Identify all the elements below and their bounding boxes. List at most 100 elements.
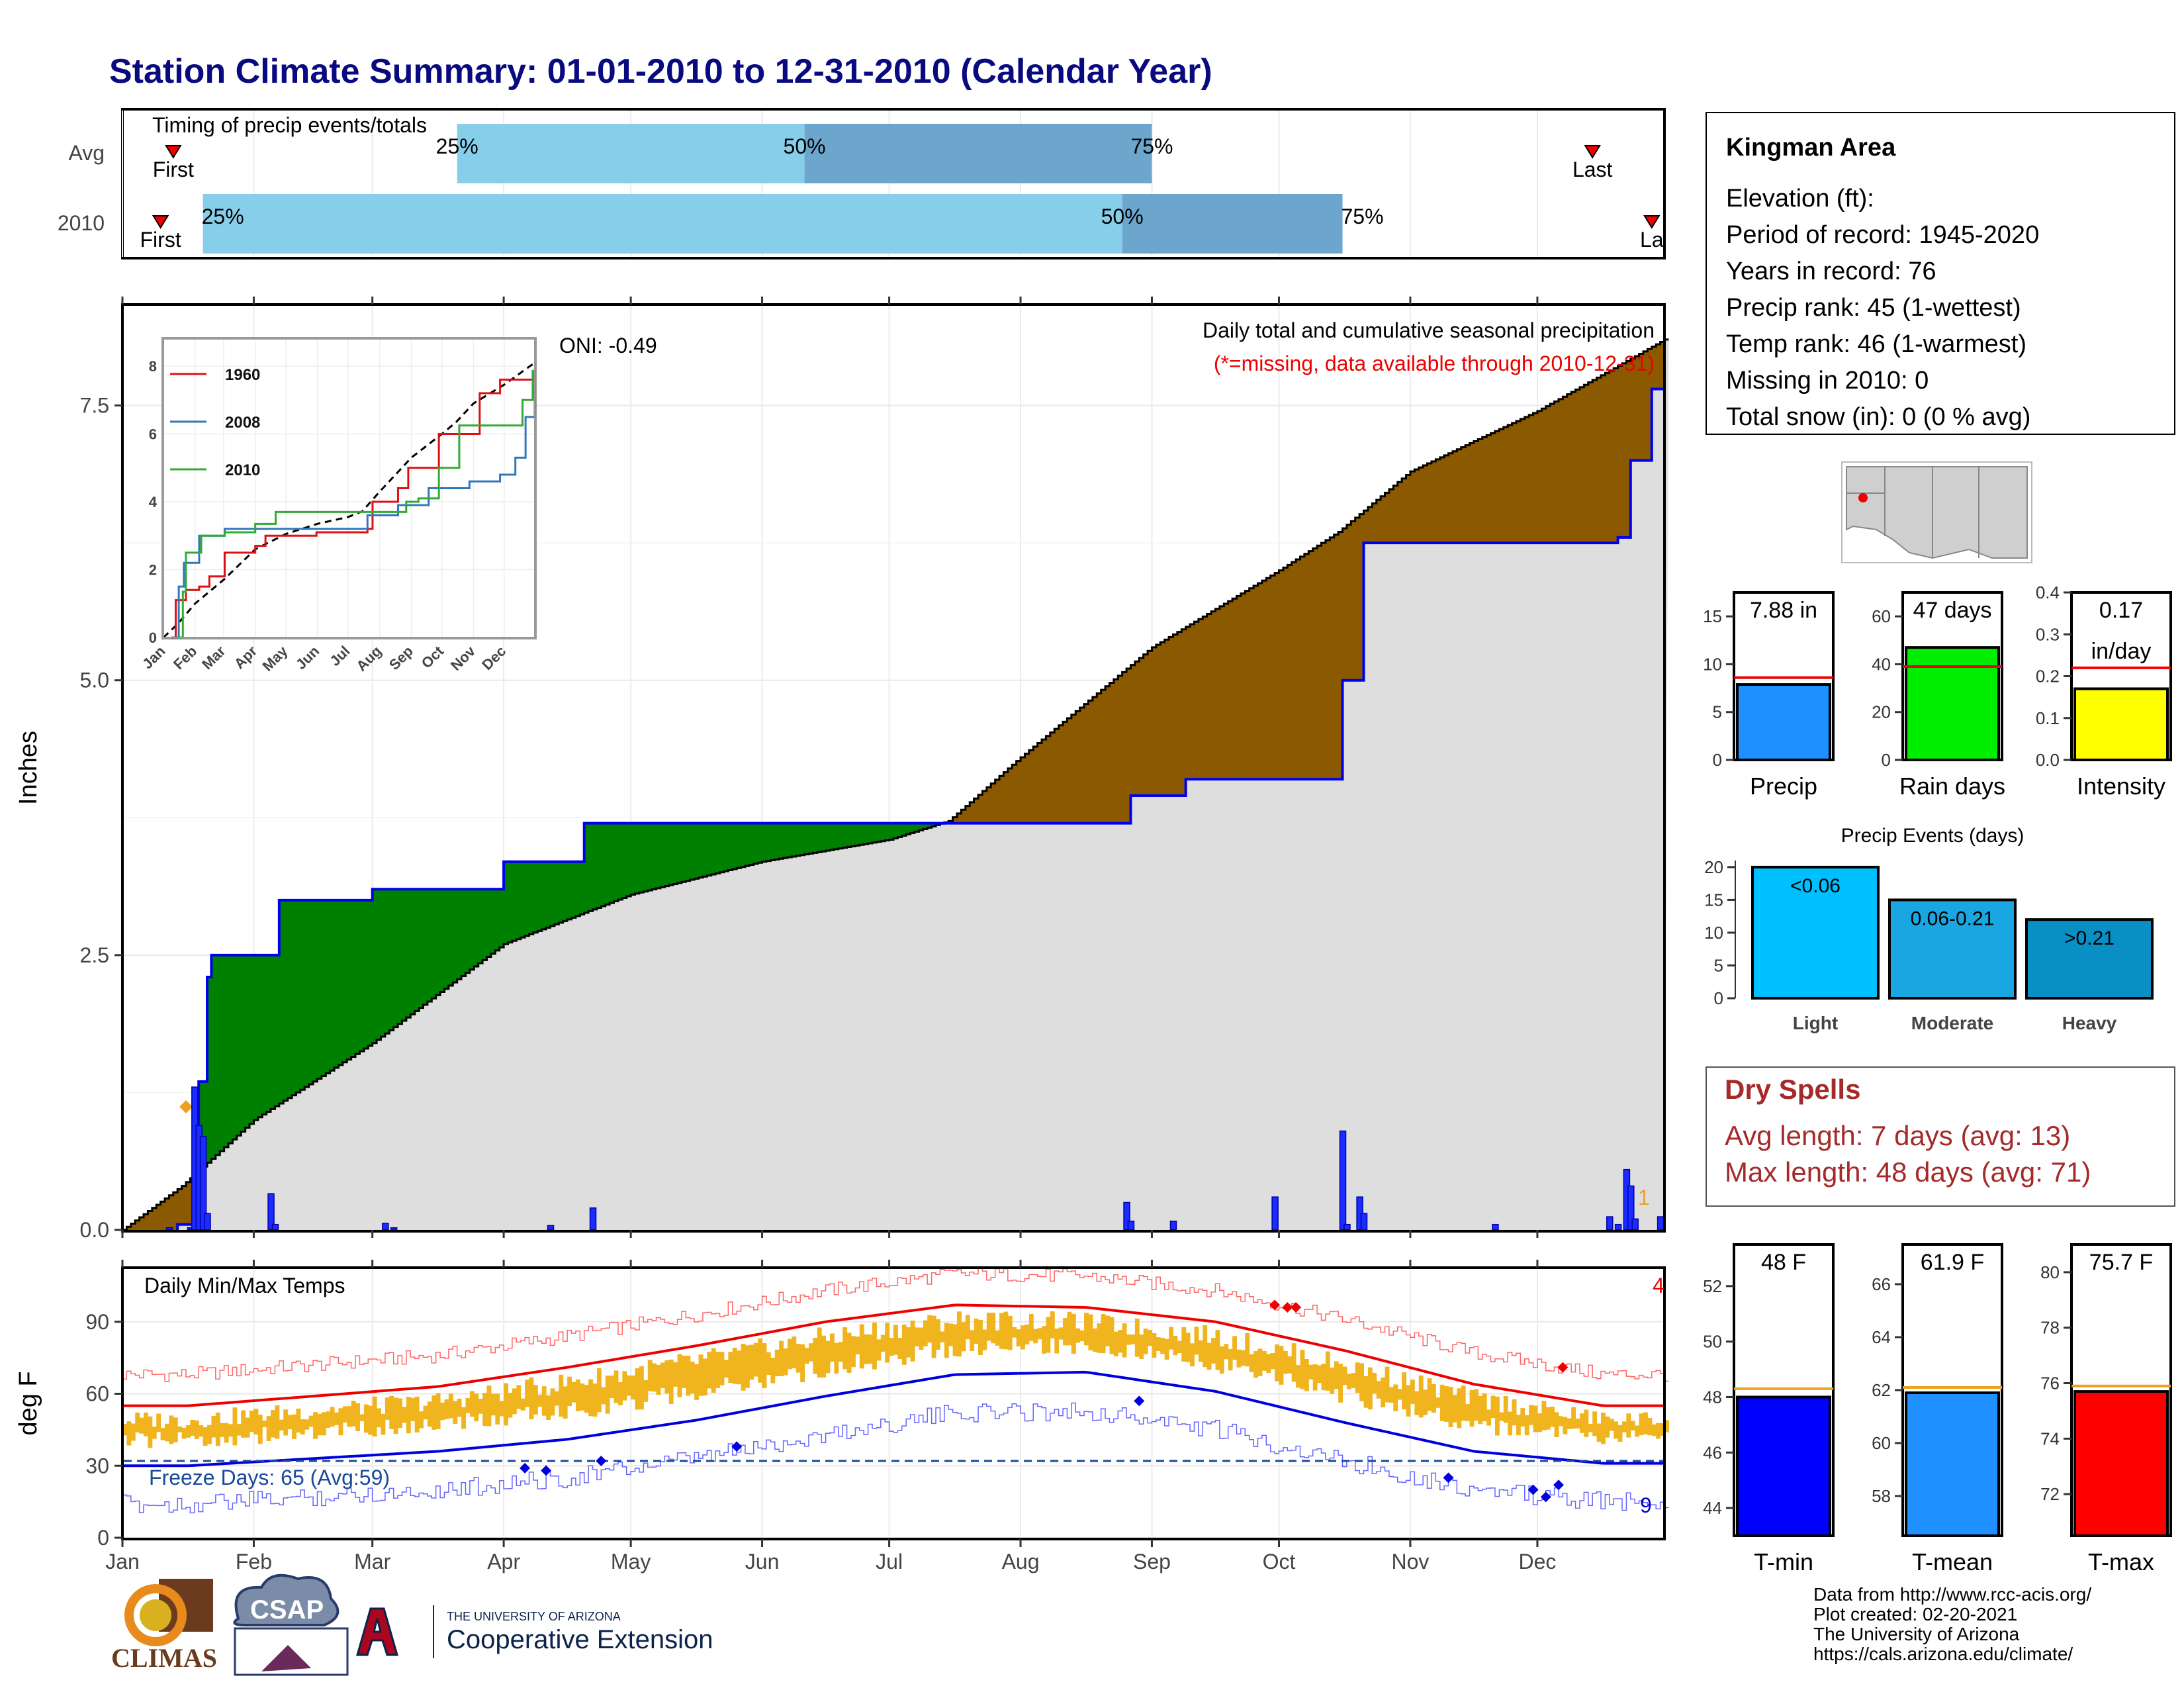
- surplus-area-segment: [834, 823, 839, 849]
- surplus-area-segment: [385, 889, 390, 1034]
- deficit-area-segment: [1088, 700, 1093, 823]
- surplus-area-segment: [698, 823, 704, 878]
- daily-temp-bar: [139, 1417, 144, 1434]
- surplus-area-segment: [271, 955, 276, 1109]
- record-high-marker: [1291, 1302, 1302, 1313]
- daily-temp-bar: [181, 1427, 187, 1439]
- deficit-area-segment: [1236, 596, 1242, 780]
- daily-temp-bar: [266, 1416, 271, 1441]
- deficit-area-segment: [1452, 451, 1457, 543]
- events-category-label: Light: [1793, 1013, 1838, 1033]
- deficit-area-segment: [1529, 414, 1534, 543]
- deficit-area-segment: [991, 783, 996, 823]
- surplus-area-segment: [893, 823, 899, 839]
- daily-temp-bar: [1537, 1413, 1542, 1432]
- deficit-area-segment: [1376, 500, 1381, 543]
- deficit-area-segment: [1308, 551, 1314, 780]
- deficit-area-segment: [1007, 768, 1013, 823]
- deficit-area-segment: [1503, 427, 1508, 543]
- surplus-area-segment: [758, 823, 763, 863]
- daily-temp-bar: [563, 1386, 568, 1419]
- daily-temp-bar: [647, 1360, 653, 1391]
- daily-precip-bar: [1271, 1196, 1279, 1231]
- daily-precip-bar: [547, 1225, 555, 1231]
- record-low-marker: [520, 1462, 531, 1474]
- surplus-area-segment: [741, 823, 746, 867]
- temp-content: [122, 1268, 1669, 1514]
- surplus-area-segment: [610, 823, 615, 903]
- daily-precip-bar: [204, 1213, 211, 1231]
- footer-credits: Data from http://www.rcc-acis.org/ Plot …: [1813, 1584, 2091, 1664]
- daily-temp-bar: [1617, 1425, 1623, 1442]
- daily-temp-bar: [723, 1360, 729, 1378]
- daily-temp-bar: [919, 1327, 924, 1350]
- cumulative-2010-line: [176, 363, 1666, 1230]
- surplus-area-segment: [224, 955, 229, 1147]
- dry-spells-max: Max length: 48 days (avg: 71): [1725, 1156, 2091, 1188]
- inset-y-tick-label: 2: [149, 562, 157, 579]
- daily-temp-bar: [910, 1320, 915, 1362]
- surplus-area-segment: [393, 889, 398, 1027]
- deficit-area-segment: [1270, 575, 1275, 780]
- daily-temp-bar: [1664, 1420, 1669, 1432]
- events-bar-moderate: [1888, 898, 2017, 1000]
- deficit-area-segment: [1388, 489, 1394, 543]
- daily-temp-bar: [317, 1413, 322, 1436]
- daily-temp-bar: [1156, 1337, 1161, 1351]
- daily-temp-bar: [152, 1427, 157, 1439]
- surplus-area-segment: [478, 889, 483, 964]
- temp-stat-tmax-y-tick-label: 78: [2040, 1318, 2060, 1338]
- surplus-area-segment: [897, 823, 903, 837]
- record-low-marker: [731, 1441, 743, 1452]
- temp-stat-tmean-axis-label: T-mean: [1912, 1548, 1993, 1575]
- record-high-marker: [1557, 1362, 1569, 1373]
- surplus-area-segment: [677, 823, 682, 883]
- daily-temp-bar: [554, 1391, 559, 1406]
- deficit-area-segment: [1567, 394, 1572, 543]
- events-y-tick-label: 20: [1704, 857, 1723, 877]
- daily-temp-bar: [1317, 1365, 1322, 1383]
- surplus-area-segment: [859, 823, 864, 845]
- timing-p50-label: 50%: [1101, 205, 1144, 228]
- surplus-area-segment: [800, 823, 805, 855]
- daily-temp-bar: [1021, 1325, 1025, 1350]
- surplus-area-segment: [406, 889, 411, 1018]
- daily-temp-bar: [719, 1352, 725, 1385]
- daily-temp-bar: [1490, 1395, 1496, 1419]
- daily-temp-bar: [287, 1415, 293, 1430]
- timing-p50-label: 50%: [784, 134, 826, 158]
- surplus-area-segment: [559, 861, 564, 923]
- precip-events-title: Precip Events (days): [1841, 825, 2025, 847]
- daily-temp-bar: [304, 1419, 310, 1430]
- temp-panel: 0 30 60 90 deg F Daily Min/Max Temps Freeze…: [15, 1260, 1669, 1573]
- deficit-area-segment: [1656, 344, 1661, 389]
- stat-precip-value-label: 7.88 in: [1750, 598, 1817, 623]
- daily-temp-bar: [1143, 1329, 1148, 1354]
- daily-temp-bar: [1423, 1389, 1428, 1415]
- surplus-area-segment: [783, 823, 788, 859]
- daily-temp-bar: [940, 1331, 945, 1342]
- surplus-area-segment: [469, 889, 475, 970]
- daily-temp-bar: [1177, 1340, 1182, 1354]
- deficit-area-segment: [1541, 408, 1547, 543]
- deficit-area-segment: [1537, 410, 1542, 543]
- temp-stat-tmin-y-tick-label: 52: [1703, 1276, 1722, 1296]
- surplus-area-segment: [719, 823, 725, 872]
- daily-temp-bar: [631, 1375, 636, 1400]
- record-low-marker: [1527, 1484, 1539, 1495]
- deficit-area-segment: [1381, 496, 1386, 543]
- daily-temp-bar: [596, 1368, 602, 1413]
- daily-temp-bar: [347, 1406, 352, 1427]
- deficit-area-segment: [1003, 772, 1009, 823]
- deficit-area-segment: [1245, 590, 1250, 780]
- daily-temp-bar: [1088, 1314, 1093, 1351]
- daily-temp-bar: [808, 1343, 813, 1362]
- deficit-area-segment: [1558, 399, 1563, 543]
- daily-temp-bar: [474, 1393, 479, 1422]
- daily-temp-bar: [728, 1352, 733, 1383]
- daily-temp-bar: [1067, 1311, 1072, 1346]
- month-tick-label: Nov: [1391, 1550, 1429, 1573]
- precip-panel-frame: [121, 303, 1666, 1233]
- deficit-area-segment: [1355, 518, 1360, 680]
- deficit-area-segment: [999, 776, 1005, 823]
